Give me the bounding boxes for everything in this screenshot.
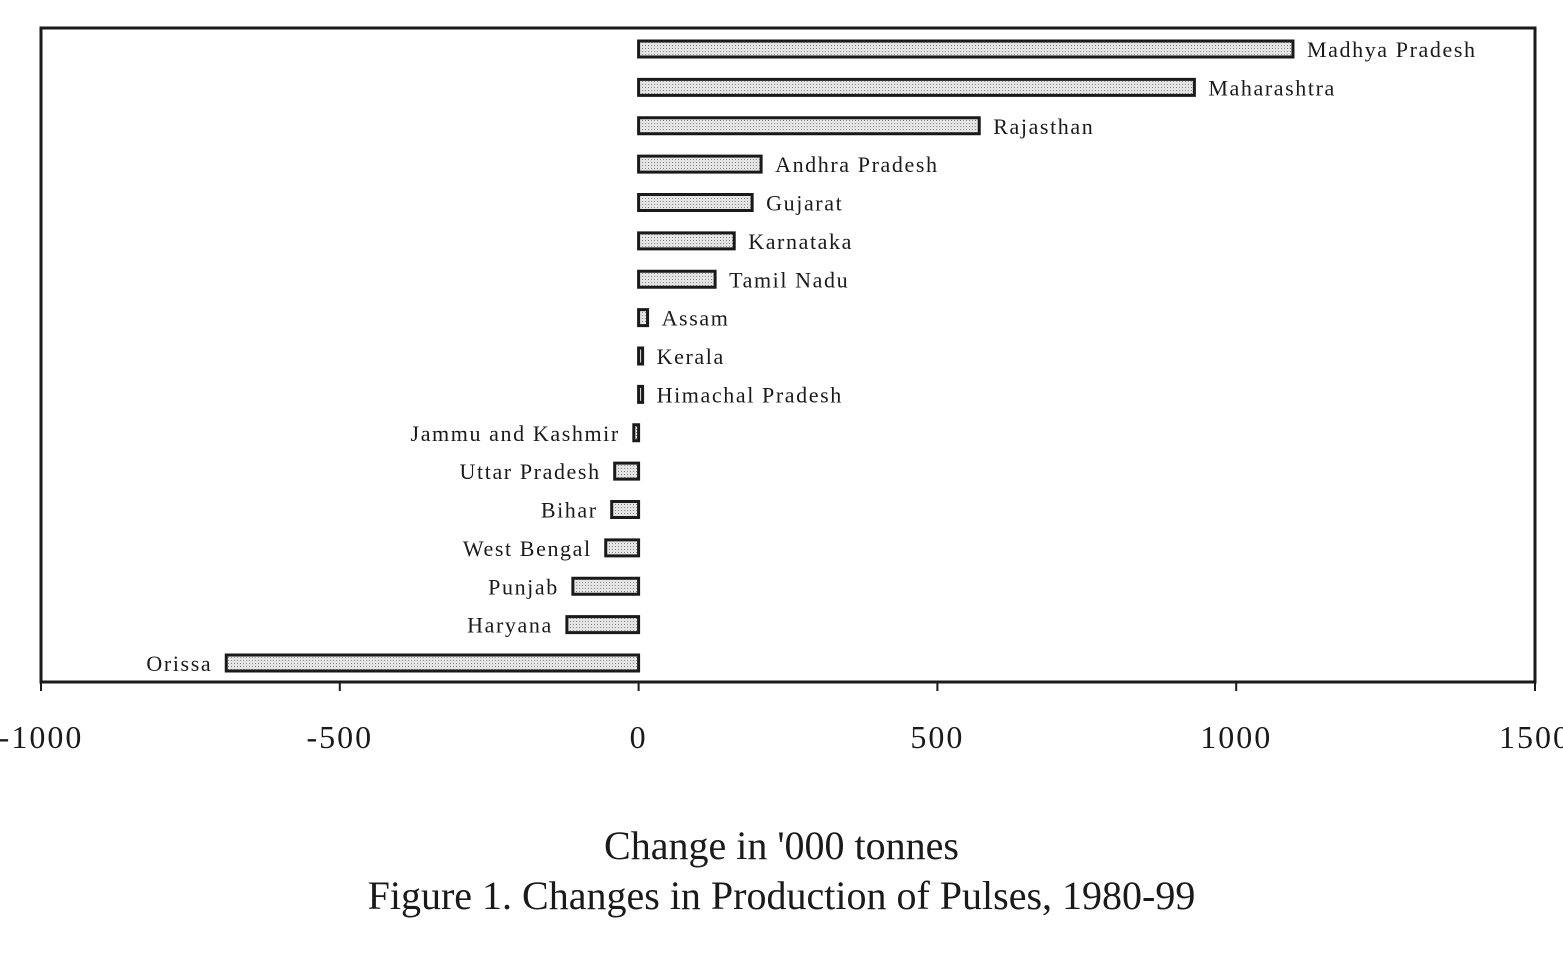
bar-label: Madhya Pradesh (1307, 37, 1477, 62)
bar-tamil-nadu (637, 269, 717, 289)
bar-label: West Bengal (463, 536, 592, 561)
chart-title: Figure 1. Changes in Production of Pulse… (367, 873, 1196, 918)
bar-label: Gujarat (766, 191, 843, 216)
bar-jammu-and-kashmir (632, 423, 641, 443)
bar-rajasthan (637, 116, 981, 136)
bar-haryana (565, 615, 641, 635)
bar-label: Haryana (467, 613, 553, 638)
bar-karnataka (637, 231, 736, 251)
bar-andhra-pradesh (637, 154, 763, 174)
bar-label: Rajasthan (993, 114, 1094, 139)
bar-kerala (637, 346, 645, 366)
bar-himachal-pradesh (637, 384, 645, 404)
bar-punjab (571, 576, 641, 596)
bar-uttar-pradesh (613, 461, 641, 481)
bar-label: Maharashtra (1208, 75, 1336, 100)
bar-label: Jammu and Kashmir (411, 421, 620, 446)
bar-bihar (610, 500, 641, 519)
x-tick-label: 1500 (1499, 719, 1563, 755)
bar-assam (637, 308, 650, 328)
x-axis-title: Change in '000 tonnes (604, 823, 959, 868)
bar-label: Kerala (657, 344, 725, 369)
x-tick-label: 0 (630, 719, 648, 755)
bar-label: Assam (662, 306, 730, 331)
bar-orissa (224, 653, 641, 673)
bar-label: Uttar Pradesh (460, 459, 601, 484)
bar-label: Tamil Nadu (729, 267, 849, 292)
x-tick-label: -1000 (0, 719, 83, 755)
bar-maharashtra (637, 77, 1196, 97)
x-tick-label: 500 (910, 719, 964, 755)
bar-label: Himachal Pradesh (657, 382, 843, 407)
bar-label: Punjab (488, 574, 559, 599)
bar-label: Karnataka (748, 229, 853, 254)
bar-madhya-pradesh (637, 39, 1295, 59)
x-tick-label: 1000 (1200, 719, 1272, 755)
bar-west-bengal (604, 538, 641, 558)
bar-gujarat (637, 193, 754, 212)
plot-frame (39, 26, 1537, 684)
bar-label: Orissa (146, 651, 212, 676)
bar-label: Bihar (541, 498, 598, 523)
bar-label: Andhra Pradesh (775, 152, 939, 177)
x-tick-label: -500 (306, 719, 373, 755)
